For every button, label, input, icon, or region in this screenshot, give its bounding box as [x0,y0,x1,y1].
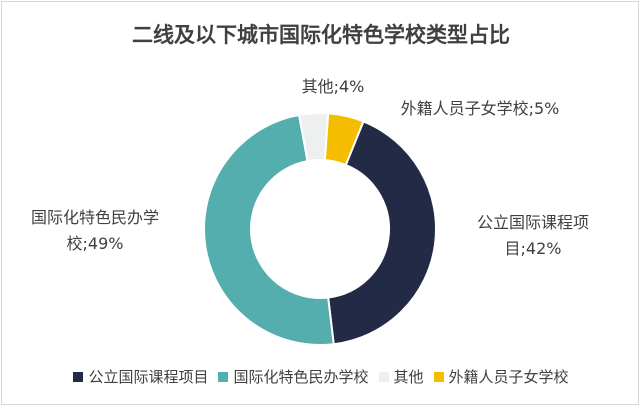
legend-item: 外籍人员子女学校 [433,366,569,387]
legend-swatch [378,371,389,382]
chart-legend: 公立国际课程项目 国际化特色民办学校 其他 外籍人员子女学校 [2,366,640,387]
legend-label: 其他 [393,368,424,386]
slice-data-label-line: 公立国际课程项 [477,213,589,232]
slice-data-label: 外籍人员子女学校;5% [401,99,560,118]
slice-data-label-line: 国际化特色民办学 [31,208,159,227]
legend-label: 外籍人员子女学校 [448,368,569,386]
legend-label: 国际化特色民办学校 [233,368,369,386]
slice-data-label-line: 其他;4% [302,77,365,96]
legend-item: 其他 [378,366,424,387]
slice-data-label-line: 外籍人员子女学校;5% [401,99,560,118]
legend-swatch [73,371,84,382]
legend-swatch [218,371,229,382]
chart-title: 二线及以下城市国际化特色学校类型占比 [132,23,510,47]
donut-slice [202,113,335,346]
donut-slice [327,120,437,346]
legend-item: 公立国际课程项目 [73,366,208,387]
legend-swatch [433,371,444,382]
slice-data-label-line: 目;42% [505,239,562,258]
donut-slice [297,112,330,163]
slice-data-label-line: 校;49% [67,234,124,253]
legend-label: 公立国际课程项目 [88,368,209,386]
slice-data-label: 国际化特色民办学校;49% [31,208,159,253]
slice-data-label: 其他;4% [302,77,365,96]
legend-item: 国际化特色民办学校 [218,366,369,387]
slice-data-label: 公立国际课程项目;42% [477,213,589,258]
